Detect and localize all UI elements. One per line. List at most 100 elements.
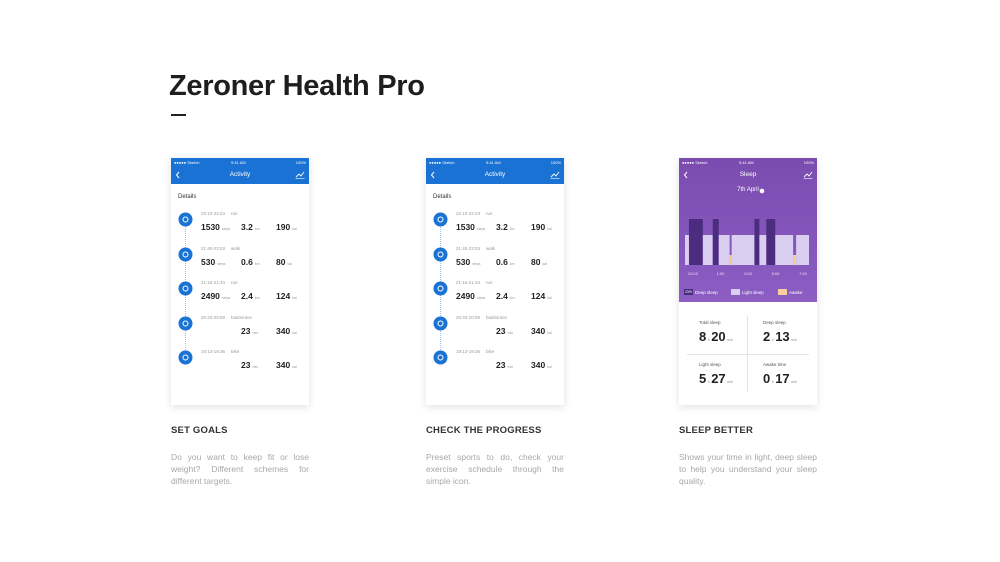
stat-label: Deep sleep bbox=[763, 320, 786, 325]
sleep-segment bbox=[729, 255, 732, 265]
date-icon bbox=[759, 188, 765, 194]
activity-time: 19:13-19:36 bbox=[456, 349, 481, 354]
stat-unit: kal bbox=[547, 365, 552, 369]
activity-icon bbox=[433, 316, 448, 330]
icon-glyph bbox=[437, 216, 444, 223]
icon-glyph bbox=[182, 320, 189, 326]
back-button bbox=[430, 171, 435, 179]
stat: 0.6 km bbox=[496, 252, 515, 270]
stat: 1530 steps bbox=[201, 217, 230, 235]
icon-circle bbox=[178, 212, 193, 227]
stat-value: 2490 bbox=[456, 291, 475, 301]
status-battery: 100% bbox=[550, 160, 561, 165]
stat-unit: kal bbox=[547, 330, 552, 335]
activity-type: walk bbox=[486, 245, 496, 251]
stat-unit: kal bbox=[287, 261, 292, 266]
stat-value: 2.4 bbox=[241, 291, 253, 301]
stat-value: 2490 bbox=[201, 291, 220, 301]
stat-minute-unit: min bbox=[727, 338, 733, 342]
activity-icon bbox=[178, 316, 193, 330]
feature-heading: SLEEP BETTER bbox=[679, 425, 754, 436]
activity-type: walk bbox=[231, 245, 241, 251]
icon-circle bbox=[433, 247, 448, 261]
icon-circle bbox=[433, 316, 448, 330]
icon-circle bbox=[433, 281, 448, 296]
stat-unit: km bbox=[509, 296, 515, 300]
activity-time: 20:33-20:59 bbox=[456, 314, 481, 320]
sleep-segment bbox=[731, 235, 755, 265]
icon-glyph bbox=[437, 251, 444, 257]
stat-value: 23 bbox=[496, 360, 506, 370]
back-chevron bbox=[683, 171, 688, 179]
stat-value: 340 bbox=[531, 360, 546, 370]
activity-type: badminton bbox=[486, 314, 508, 320]
stat-minutes: 20 bbox=[711, 329, 726, 344]
status-time: 9:41 AM bbox=[486, 160, 501, 165]
stat-minute-unit: min bbox=[791, 380, 797, 384]
icon-glyph bbox=[182, 354, 189, 361]
phone-screen: ●●●●● Sketch 9:41 AM 100% Activity Details 22… bbox=[171, 158, 309, 405]
stat: 340 kal bbox=[531, 355, 552, 373]
stat-unit: km bbox=[509, 227, 515, 231]
stat-unit: min bbox=[507, 330, 514, 335]
legend-swatch bbox=[778, 289, 787, 295]
activity-time: 22:10-22:23 bbox=[456, 211, 481, 216]
activity-type: bike bbox=[231, 349, 240, 354]
back-button bbox=[175, 171, 180, 179]
app-header: ●●●●● Sketch 9:41 AM 100% Sleep bbox=[679, 158, 817, 184]
stat: 0.6 km bbox=[241, 252, 260, 270]
trend-icon bbox=[295, 171, 305, 178]
sleep-segment bbox=[718, 235, 730, 265]
activity-time: 21:16-21:34 bbox=[456, 280, 481, 285]
activity-icon bbox=[178, 212, 193, 227]
stat-value: 0.6 bbox=[241, 256, 253, 267]
stat: 190 kal bbox=[531, 217, 552, 235]
stat-unit: kal bbox=[292, 296, 297, 300]
activity-time: 19:13-19:36 bbox=[201, 349, 226, 354]
stat: 23 min bbox=[241, 355, 258, 373]
sleep-segment bbox=[775, 235, 794, 265]
activity-type: run bbox=[231, 280, 238, 285]
status-battery: 100% bbox=[295, 160, 306, 165]
stat-minutes: 13 bbox=[775, 329, 790, 344]
stat-unit: min bbox=[252, 330, 259, 335]
phone-screen: ●●●●● Sketch 9:41 AM 100% Sleep 7th April 23:… bbox=[679, 158, 817, 405]
activity-icon bbox=[433, 281, 448, 296]
stat-value: 23 bbox=[241, 325, 251, 336]
stat-unit: kal bbox=[547, 296, 552, 300]
activity-time: 22:10-22:23 bbox=[201, 211, 226, 216]
legend-label: Deep sleep bbox=[695, 289, 718, 295]
stat-value: 3.2 bbox=[241, 222, 253, 232]
activity-type: badminton bbox=[231, 314, 253, 320]
stat-unit: kal bbox=[547, 227, 552, 231]
stat-value: 340 bbox=[276, 325, 291, 336]
stat-minutes: 27 bbox=[711, 371, 726, 386]
stat-unit: kal bbox=[542, 261, 547, 266]
legend-swatch: 23% bbox=[684, 289, 693, 295]
icon-glyph bbox=[182, 285, 189, 292]
stat-hours: 0 bbox=[763, 371, 771, 386]
activity-icon bbox=[433, 247, 448, 261]
stat-unit: km bbox=[509, 261, 515, 266]
stat-value: 530 bbox=[201, 256, 216, 267]
app-header: ●●●●● Sketch 9:41 AM 100% Activity bbox=[426, 158, 564, 184]
stat: 2490 steps bbox=[201, 286, 230, 304]
stat-value: 0.6 bbox=[496, 256, 508, 267]
x-axis-label: 5:00 bbox=[772, 271, 781, 276]
activity-type: run bbox=[486, 211, 493, 216]
stat-value: 340 bbox=[531, 325, 546, 336]
icon-circle bbox=[178, 247, 193, 261]
icon-circle bbox=[433, 212, 448, 227]
trend-button bbox=[803, 171, 813, 179]
section-title: Details bbox=[178, 194, 197, 200]
title-underline bbox=[171, 114, 186, 116]
legend-swatch bbox=[731, 289, 740, 295]
date-picker bbox=[759, 188, 765, 194]
stat-value-row: 2 h 13 min bbox=[763, 328, 798, 346]
status-carrier: ●●●●● Sketch bbox=[682, 160, 708, 165]
icon-circle bbox=[178, 316, 193, 330]
stat-unit: km bbox=[254, 261, 260, 266]
stat-value: 530 bbox=[456, 256, 471, 267]
trend-icon bbox=[803, 171, 813, 178]
trend-icon bbox=[550, 171, 560, 178]
